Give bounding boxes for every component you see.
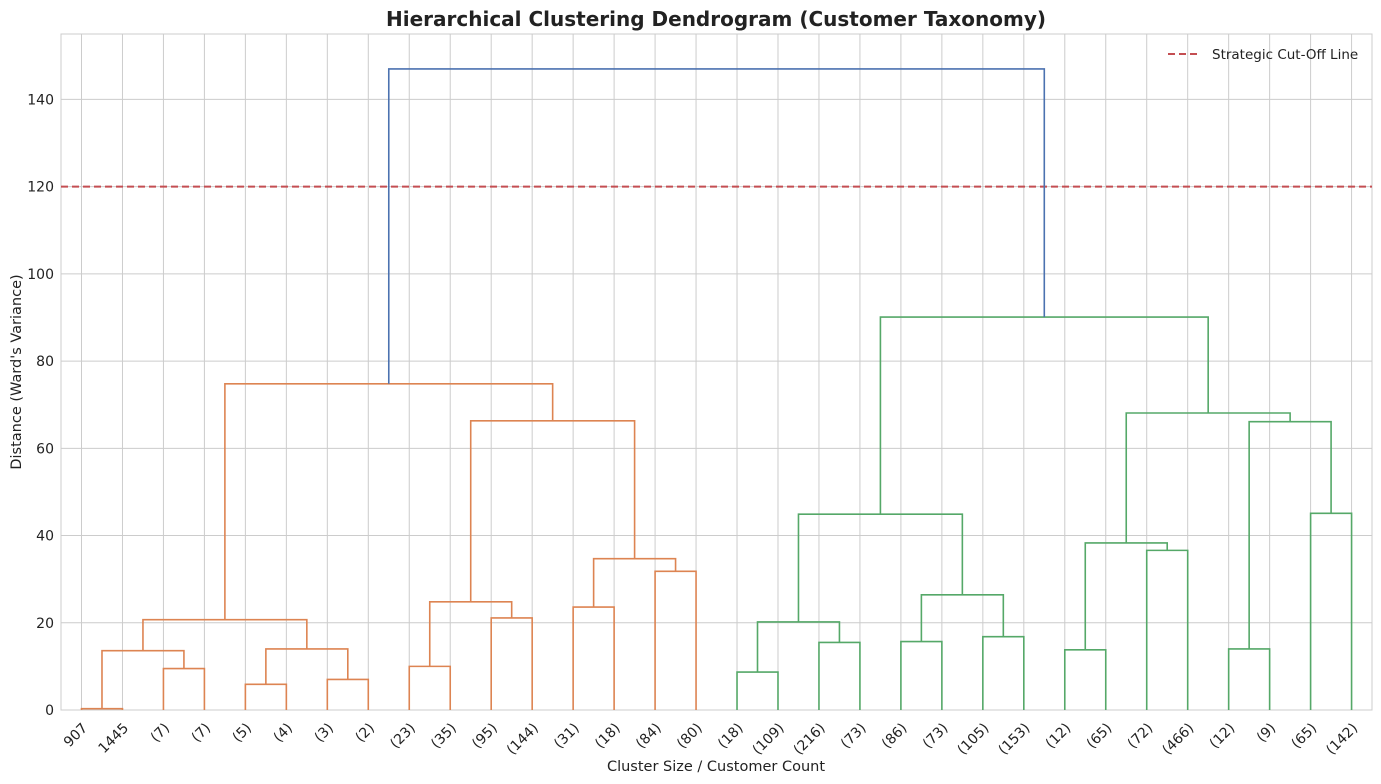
dendrogram-links: [80, 68, 1353, 710]
dendrogram-link-30: [387, 68, 1046, 384]
y-tick-label-4: 80: [36, 354, 54, 370]
legend: Strategic Cut-Off Line: [1168, 47, 1358, 63]
y-axis-label: Distance (Ward's Variance): [9, 274, 25, 469]
y-tick-label-0: 0: [45, 703, 54, 719]
y-tick-label-5: 100: [27, 267, 54, 283]
y-tick-label-6: 120: [27, 180, 54, 196]
plot-frame: [60, 33, 1373, 711]
x-axis-label: Cluster Size / Customer Count: [607, 759, 825, 775]
chart-title: Hierarchical Clustering Dendrogram (Cust…: [386, 7, 1046, 31]
y-tick-label-1: 20: [36, 616, 54, 632]
y-tick-label-2: 40: [36, 529, 54, 545]
y-tick-label-7: 140: [27, 92, 54, 108]
y-tick-label-3: 60: [36, 441, 54, 457]
y-tick-labels: 0 20 40 60 80 100 120 140: [27, 92, 54, 719]
legend-label-cutoff: Strategic Cut-Off Line: [1212, 47, 1358, 63]
